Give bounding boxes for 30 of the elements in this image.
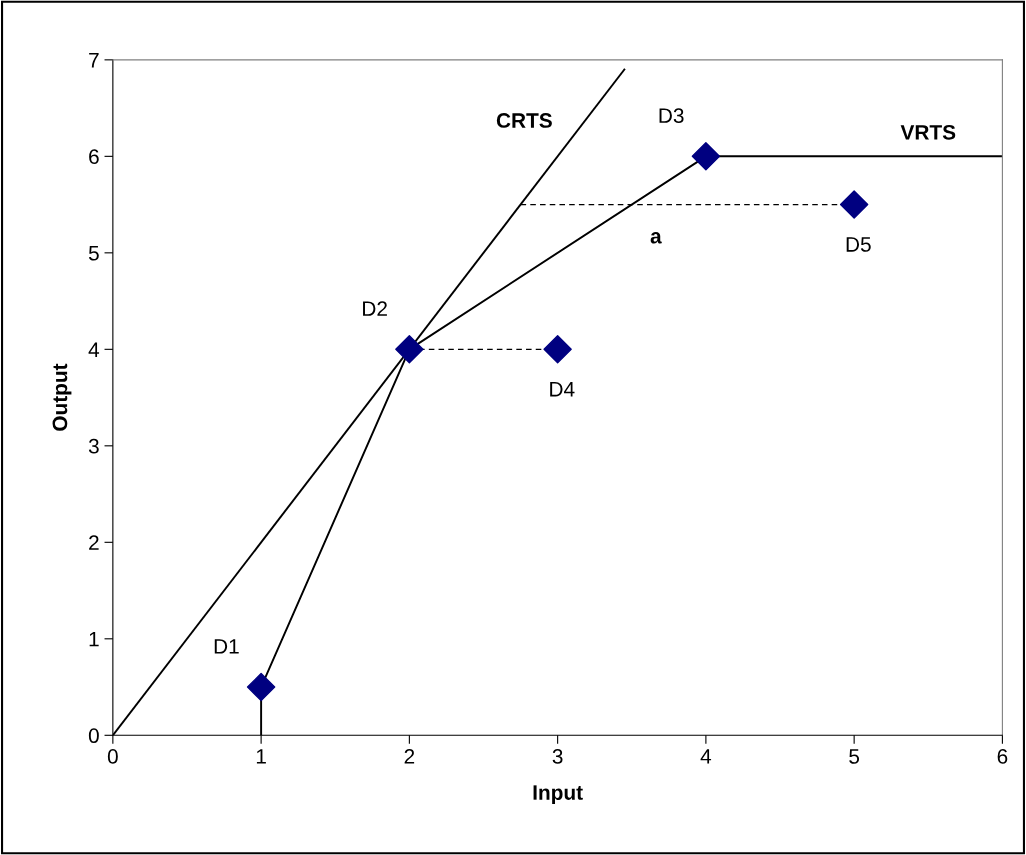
x-tick-label: 4 (700, 749, 712, 764)
y-tick-label: 0 (88, 728, 99, 744)
x-tick-label: 6 (997, 749, 1008, 764)
point (839, 190, 869, 219)
y-tick-label: 1 (89, 632, 99, 647)
point (691, 142, 721, 171)
x-axis-title: Input (533, 785, 583, 804)
x-tick-label: 2 (404, 749, 415, 764)
annotation: a (650, 232, 662, 244)
annotation: D3 (659, 108, 684, 124)
y-tick-label: 4 (88, 342, 100, 357)
annotation: D4 (550, 382, 575, 397)
series-label: VRTS (900, 124, 956, 140)
x-tick-label: 3 (552, 749, 563, 764)
annotation: D5 (846, 237, 871, 252)
y-axis-title: Output (52, 363, 72, 431)
y-tick-label: 2 (89, 535, 99, 550)
y-tick-label: 3 (88, 438, 99, 454)
x-tick-label: 5 (849, 749, 860, 764)
x-tick-label: 1 (256, 749, 266, 764)
y-tick-label: 6 (89, 149, 99, 165)
point (246, 672, 276, 702)
point (395, 335, 424, 364)
point (543, 335, 572, 364)
annotation: D2 (363, 301, 387, 316)
series-label: CRTS (496, 113, 552, 128)
x-tick-label: 0 (107, 749, 118, 764)
annotation: D1 (214, 639, 239, 654)
y-tick-label: 7 (89, 53, 99, 68)
y-tick-label: 5 (88, 246, 99, 261)
